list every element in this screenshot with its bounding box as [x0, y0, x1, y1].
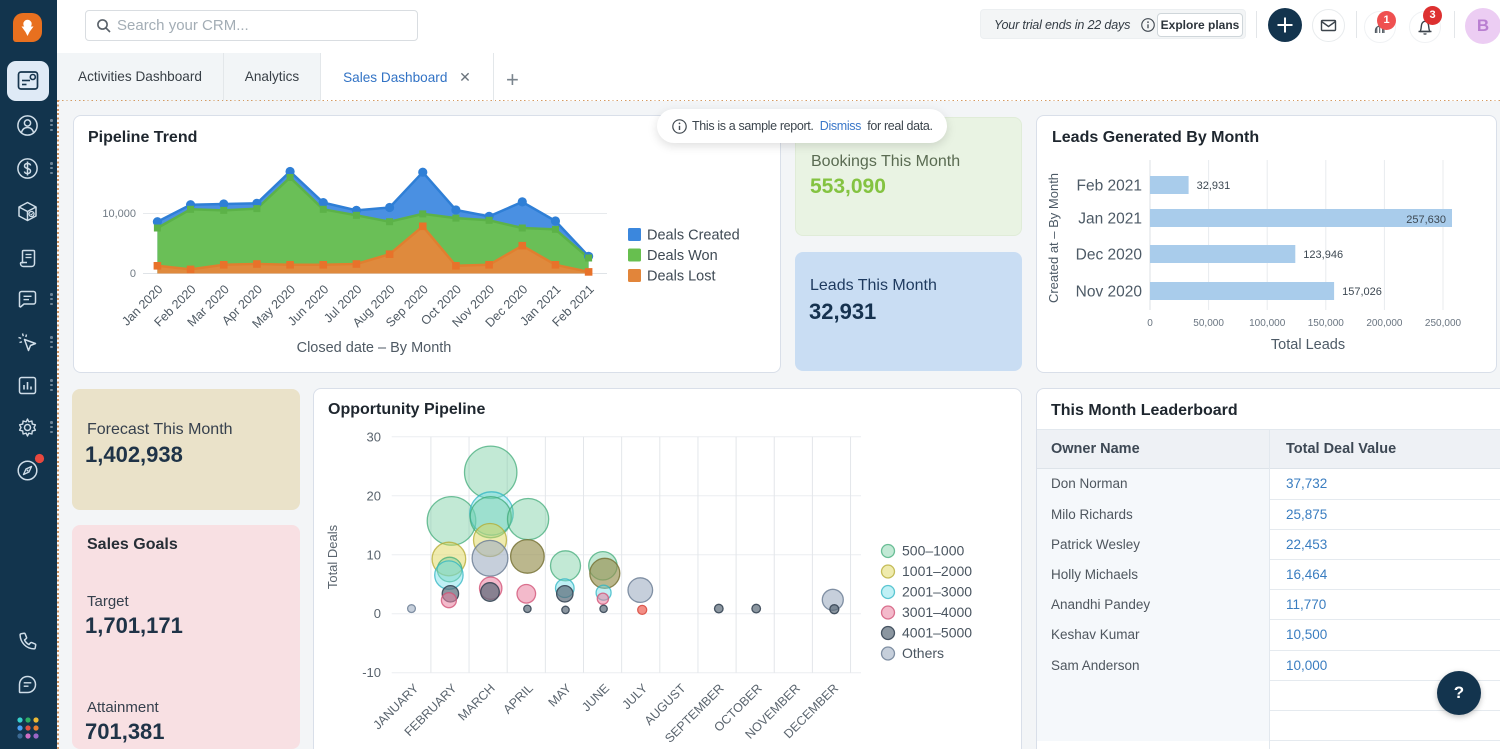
svg-text:Created at – By Month: Created at – By Month [1046, 173, 1061, 303]
svg-text:150,000: 150,000 [1308, 318, 1345, 329]
svg-text:0: 0 [1147, 318, 1153, 329]
svg-text:10,000: 10,000 [102, 208, 136, 220]
svg-text:Deals Won: Deals Won [647, 248, 718, 264]
svg-text:157,026: 157,026 [1342, 286, 1382, 298]
svg-text:0: 0 [374, 606, 381, 621]
svg-text:Deals Created: Deals Created [647, 228, 740, 244]
svg-text:0: 0 [130, 268, 136, 280]
svg-text:20: 20 [367, 488, 381, 503]
svg-text:APRIL: APRIL [500, 681, 535, 716]
svg-text:-10: -10 [362, 665, 381, 680]
svg-text:MARCH: MARCH [455, 681, 497, 723]
svg-text:10: 10 [367, 547, 381, 562]
svg-text:3001–4000: 3001–4000 [902, 604, 972, 620]
svg-text:1001–2000: 1001–2000 [902, 563, 972, 579]
svg-text:30: 30 [367, 429, 381, 444]
svg-text:Closed date – By Month: Closed date – By Month [297, 340, 452, 356]
svg-text:4001–5000: 4001–5000 [902, 625, 972, 641]
svg-text:JUNE: JUNE [579, 681, 612, 714]
svg-text:Feb 2021: Feb 2021 [1077, 178, 1143, 195]
svg-text:500–1000: 500–1000 [902, 543, 965, 559]
svg-text:50,000: 50,000 [1193, 318, 1224, 329]
svg-text:257,630: 257,630 [1406, 214, 1446, 226]
svg-text:Jan 2021: Jan 2021 [1078, 211, 1142, 228]
svg-text:100,000: 100,000 [1249, 318, 1286, 329]
svg-text:123,946: 123,946 [1303, 249, 1343, 261]
svg-text:Others: Others [902, 645, 944, 661]
svg-text:Dec 2020: Dec 2020 [1076, 247, 1143, 264]
svg-text:2001–3000: 2001–3000 [902, 584, 972, 600]
svg-text:Deals Lost: Deals Lost [647, 269, 716, 285]
svg-text:Total Leads: Total Leads [1271, 337, 1345, 353]
svg-text:JULY: JULY [619, 681, 650, 712]
svg-text:MAY: MAY [546, 681, 575, 710]
svg-text:32,931: 32,931 [1197, 180, 1231, 192]
svg-text:Nov 2020: Nov 2020 [1076, 284, 1143, 301]
svg-text:Total Deals: Total Deals [325, 524, 340, 589]
svg-text:200,000: 200,000 [1366, 318, 1403, 329]
svg-text:250,000: 250,000 [1425, 318, 1462, 329]
